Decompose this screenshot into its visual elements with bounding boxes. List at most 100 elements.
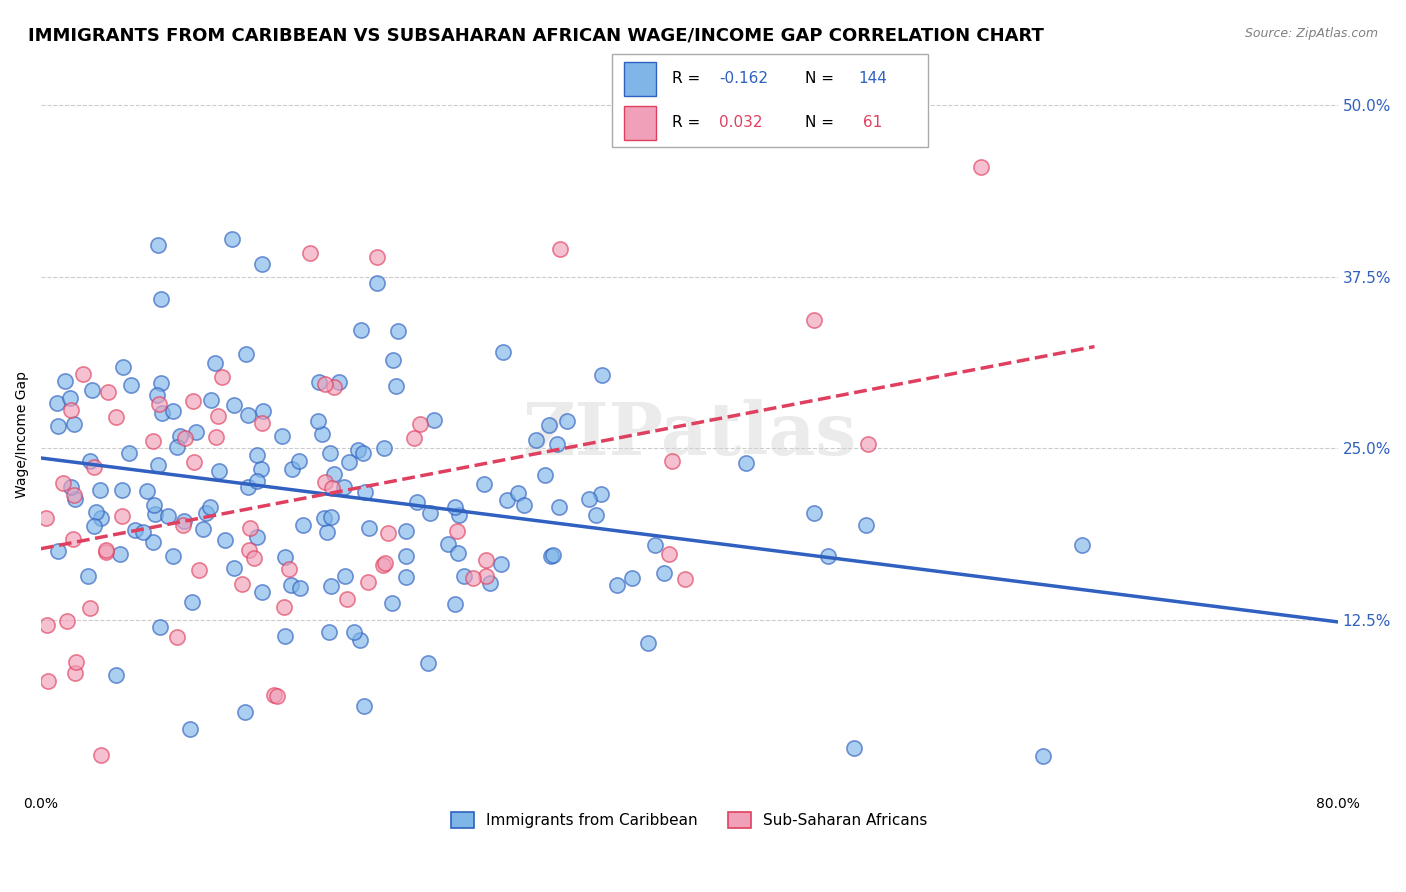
Point [238,521,260,535]
Point [166,630,188,644]
Point [35,510,58,524]
Point [371,558,394,572]
Point [46,419,69,434]
Point [156,509,179,524]
Point [146,387,169,401]
Point [84,505,107,519]
Point [803,313,825,327]
Point [183,455,205,469]
Point [321,579,343,593]
Point [422,413,444,427]
Point [233,706,256,720]
Point [337,455,360,469]
Point [578,491,600,506]
Point [37,674,59,689]
Point [63,491,86,506]
Point [174,431,197,445]
Point [60,403,83,417]
Point [318,625,340,640]
Point [46,544,69,558]
FancyBboxPatch shape [612,54,928,147]
Point [475,568,498,582]
Point [734,457,756,471]
Point [59,480,82,494]
Point [652,566,675,580]
Text: Source: ZipAtlas.com: Source: ZipAtlas.com [1244,27,1378,40]
Point [288,581,311,595]
Point [62,532,84,546]
Point [79,600,101,615]
Point [385,378,408,392]
Point [246,475,269,489]
Text: N =: N = [804,115,838,130]
Point [453,568,475,582]
Point [416,656,439,670]
Text: R =: R = [672,71,704,87]
Point [842,741,865,756]
Point [224,560,246,574]
Point [281,461,304,475]
Point [266,689,288,703]
Text: R =: R = [672,115,704,130]
Point [970,160,993,174]
Point [419,506,441,520]
Point [328,375,350,389]
Point [373,441,395,455]
Point [316,525,339,540]
Point [105,668,128,682]
Point [406,495,429,509]
Point [142,534,165,549]
Point [150,376,173,390]
Point [803,506,825,520]
Point [354,484,377,499]
Point [204,356,226,370]
Point [136,484,159,499]
Point [142,434,165,449]
Point [555,414,578,428]
Point [537,417,560,432]
Point [214,533,236,547]
Point [172,517,194,532]
Point [855,518,877,533]
Point [90,748,112,763]
Point [179,722,201,736]
Point [173,514,195,528]
Point [273,599,295,614]
Point [250,585,273,599]
Point [148,396,170,410]
Point [332,480,354,494]
Point [121,378,143,392]
Point [312,511,335,525]
Text: N =: N = [804,71,838,87]
Point [280,578,302,592]
Point [200,392,222,407]
Point [169,429,191,443]
Point [52,476,75,491]
Point [118,446,141,460]
Point [374,556,396,570]
Point [661,453,683,467]
Point [83,518,105,533]
Point [343,625,366,640]
Bar [624,106,655,140]
Point [238,480,260,494]
Point [314,376,336,391]
Point [104,410,127,425]
Point [143,498,166,512]
Point [506,486,529,500]
Point [352,446,374,460]
Point [292,517,315,532]
Point [449,508,471,522]
Point [589,487,612,501]
Point [108,547,131,561]
Point [637,636,659,650]
Point [166,440,188,454]
Point [184,425,207,440]
Point [94,545,117,559]
Point [540,549,562,563]
Point [644,538,666,552]
Point [278,562,301,576]
Text: 61: 61 [858,115,883,130]
Point [353,699,375,714]
Point [195,506,218,520]
